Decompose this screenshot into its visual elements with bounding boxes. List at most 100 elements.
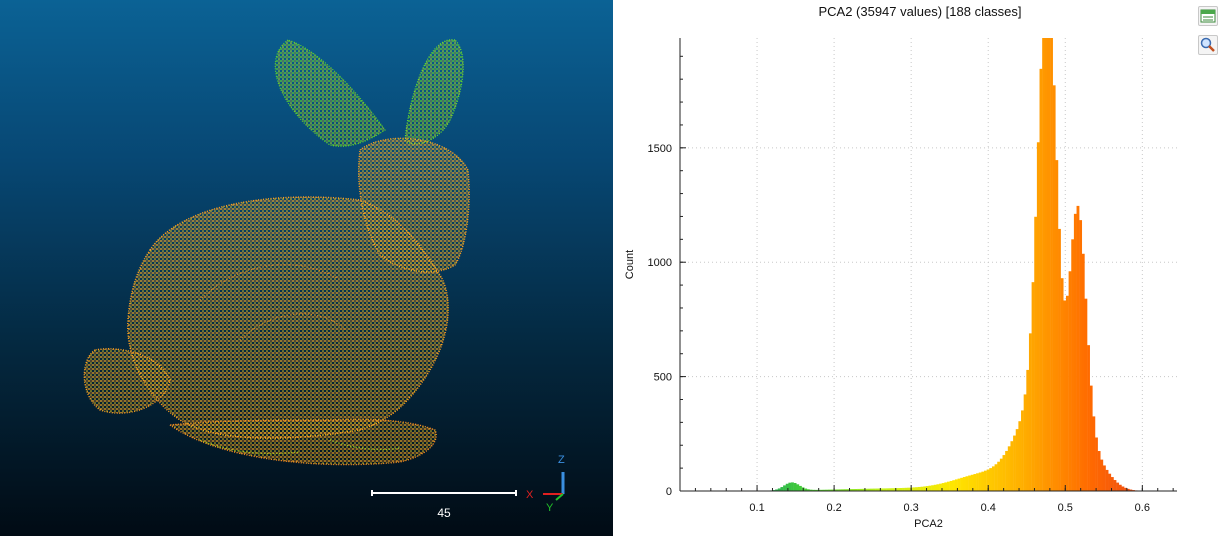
scale-tick-left [371, 490, 373, 496]
histogram-bar [1097, 451, 1101, 491]
3d-viewer[interactable]: 45 Z X Y [0, 0, 613, 536]
histogram-bar [902, 487, 905, 491]
histogram-bar [1013, 435, 1016, 491]
histogram-bar [822, 489, 826, 491]
histogram-bar [976, 473, 979, 491]
histogram-bar [989, 468, 993, 491]
histogram-bar [796, 484, 800, 491]
histogram-bar [933, 484, 937, 491]
histogram-bar [1018, 421, 1022, 491]
histogram-bar [968, 475, 971, 491]
histogram-bar [1047, 38, 1051, 491]
histogram-bar [793, 483, 797, 491]
histogram-bar [849, 489, 853, 491]
histogram-bar [1081, 253, 1085, 491]
histogram-panel: PCA2 (35947 values) [188 classes] 0.1 0.2… [613, 0, 1227, 536]
y-tick-label: 0 [666, 486, 672, 498]
histogram-bar [994, 464, 998, 491]
histogram-bar [917, 486, 921, 491]
y-tick-label: 1500 [648, 143, 672, 155]
x-axis-label: X [526, 489, 534, 501]
x-tick-label: 0.3 [904, 502, 919, 514]
x-tick-label: 0.1 [749, 502, 764, 514]
histogram-bar [1113, 480, 1117, 491]
histogram-bar [791, 482, 794, 491]
histogram-bar [1023, 394, 1027, 491]
histogram-bar [936, 484, 940, 491]
histogram-bar [1002, 455, 1006, 491]
histogram-bar [1118, 484, 1122, 491]
histogram-bar [1110, 477, 1114, 491]
histogram-bar [1052, 85, 1056, 491]
histogram-bar [986, 469, 990, 491]
x-tick-label: 0.4 [981, 502, 996, 514]
histogram-bar [830, 489, 834, 491]
histogram-bar [798, 485, 802, 491]
histogram-bar [1005, 450, 1009, 491]
axis-triad: Z X Y [526, 454, 565, 514]
histogram-chart[interactable]: 0.1 0.2 0.3 0.4 0.5 0.6 0 500 1000 1500 PCA2 Count [613, 0, 1227, 536]
histogram-bar [912, 487, 916, 491]
point-cloud-bunny[interactable] [0, 0, 613, 536]
csv-export-icon [1200, 9, 1216, 23]
y-axis-title: Count [624, 250, 636, 279]
histogram-bar [851, 489, 855, 491]
histogram-bar [1021, 410, 1024, 491]
histogram-bar [1124, 487, 1127, 491]
histogram-bar [1007, 446, 1011, 491]
histogram-bar [777, 488, 781, 491]
histogram-bar [1026, 369, 1030, 491]
histogram-bar [931, 485, 934, 491]
histogram-bar [825, 489, 829, 491]
z-axis-label: Z [558, 454, 565, 466]
export-csv-button[interactable] [1198, 6, 1218, 26]
histogram-bar [978, 472, 982, 491]
histogram-bar [973, 474, 977, 491]
histogram-bar [846, 489, 850, 491]
histogram-bar [828, 489, 831, 491]
histogram-bar [854, 489, 858, 491]
histogram-bar [865, 488, 868, 491]
x-tick-label: 0.5 [1058, 502, 1073, 514]
histogram-bar [859, 488, 863, 491]
histogram-bar [775, 489, 779, 491]
histogram-bar [880, 488, 884, 491]
histogram-bar [841, 489, 845, 491]
histogram-bar [843, 489, 847, 491]
histogram-bar [1058, 228, 1061, 491]
histogram-bar [1100, 459, 1104, 491]
histogram-bar [833, 489, 837, 491]
histogram-bar [788, 482, 792, 491]
zoom-button[interactable] [1198, 35, 1218, 55]
histogram-bar [785, 483, 789, 491]
histogram-bar [981, 471, 985, 491]
histogram-bar [1087, 345, 1090, 491]
histogram-bar [1055, 160, 1059, 491]
y-axis-label: Y [546, 502, 554, 514]
histogram-bar [962, 477, 966, 491]
scale-bar [371, 490, 517, 496]
histogram-bar [1102, 465, 1106, 491]
y-tick-label: 500 [654, 372, 672, 384]
histogram-bar [878, 488, 882, 491]
histogram-bar [814, 489, 818, 491]
histogram-bar [1084, 298, 1088, 491]
histogram-bar [1010, 441, 1014, 491]
histogram-bar [1108, 473, 1112, 491]
histogram-bar [965, 476, 969, 491]
histogram-bar [1042, 38, 1046, 491]
x-tick-label: 0.2 [826, 502, 841, 514]
histogram-bar [920, 486, 924, 491]
histogram-bar [999, 458, 1003, 491]
histogram-bar [957, 478, 961, 491]
histogram-bar [925, 486, 929, 491]
histogram-bar [1031, 282, 1035, 491]
histogram-bar [899, 487, 903, 491]
histogram-bar [1121, 486, 1125, 491]
histogram-bar [984, 470, 987, 491]
histogram-bar [1129, 489, 1133, 491]
histogram-bar [1076, 205, 1080, 492]
histogram-bar [1116, 482, 1120, 491]
histogram-bar [862, 488, 866, 491]
histogram-bar [867, 488, 871, 491]
